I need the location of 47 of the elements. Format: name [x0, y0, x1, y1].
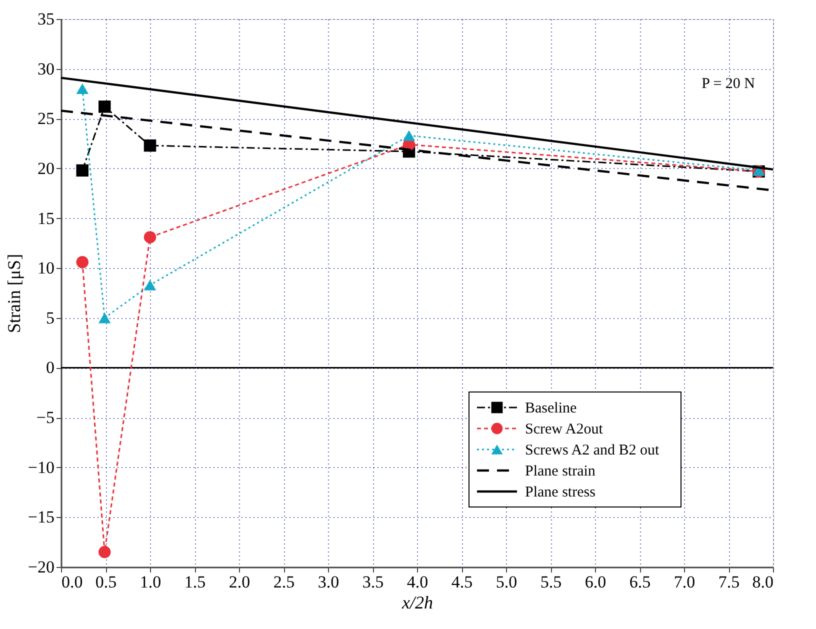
y-tick-label: 10	[38, 258, 54, 278]
y-tick-label: 15	[38, 208, 54, 228]
y-tick-label: 35	[38, 10, 54, 28]
x-tick-label: 7.5	[718, 572, 740, 592]
x-tick-label: 6.5	[629, 572, 651, 592]
point	[144, 280, 156, 290]
x-tick-label: 5.0	[496, 572, 518, 592]
y-tick-label: 20	[38, 158, 54, 178]
x-tick-label: 2.0	[228, 572, 250, 592]
x-tick-label: 3.5	[362, 572, 384, 592]
x-tick-label: 3.0	[318, 572, 340, 592]
y-tick-label: 25	[38, 109, 54, 128]
x-tick-label: 7.0	[674, 572, 696, 592]
annotation: P = 20 N	[702, 76, 756, 92]
point	[402, 130, 416, 141]
point	[98, 100, 111, 113]
legend-label: Baseline	[525, 400, 577, 416]
y-axis-title: Strain [μS]	[4, 254, 24, 334]
y-tick-label: 30	[38, 59, 54, 78]
y-tick-label: 0	[46, 358, 54, 378]
legend-label: Plane strain	[525, 464, 596, 480]
legend-label: Screws A2 and B2 out	[525, 442, 660, 458]
y-tick-label: −10	[28, 458, 54, 477]
x-tick-label: 1.5	[184, 572, 206, 592]
y-tick-label: −5	[36, 408, 54, 428]
x-tick-label: 0.5	[95, 572, 117, 592]
point	[144, 139, 156, 152]
point	[98, 546, 111, 558]
x-tick-label: 1.0	[140, 572, 162, 592]
x-tick-label: 2.5	[273, 572, 295, 592]
x-axis-title: x/2h	[401, 592, 433, 612]
point	[144, 231, 156, 244]
y-tick-label: 5	[46, 308, 54, 328]
x-tick-label: 8.0	[752, 572, 774, 592]
point	[76, 164, 88, 177]
x-tick-label: 4.0	[406, 572, 428, 592]
legend-label: Plane stress	[525, 484, 596, 500]
y-tick-label: −20	[28, 558, 54, 576]
x-tick-label: 6.0	[584, 572, 606, 592]
point	[98, 312, 111, 324]
point	[76, 83, 88, 94]
x-tick-label: 5.5	[540, 572, 562, 592]
legend-label: Screw A2out	[525, 422, 604, 438]
x-tick-label: 4.5	[451, 572, 473, 592]
x-tick-label: 0.0	[62, 572, 83, 592]
point	[76, 256, 88, 268]
y-tick-label: −15	[28, 508, 54, 527]
